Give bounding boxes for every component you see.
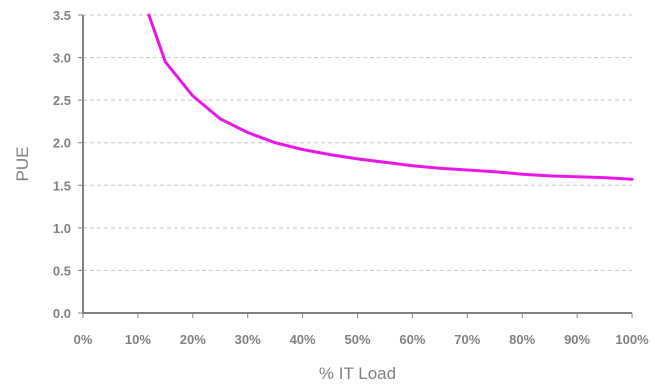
y-axis-title: PUE xyxy=(13,147,32,182)
x-tick-label: 50% xyxy=(344,332,370,347)
x-tick-label: 10% xyxy=(125,332,151,347)
x-tick-label: 0% xyxy=(74,332,93,347)
grid-lines xyxy=(83,14,632,271)
x-tick-label: 70% xyxy=(454,332,480,347)
x-tick-label: 90% xyxy=(564,332,590,347)
y-tick-label: 1.5 xyxy=(53,178,71,193)
y-tick-label: 3.0 xyxy=(53,51,71,66)
x-tick-label: 100% xyxy=(615,332,649,347)
y-tick-label: 0.0 xyxy=(53,306,71,321)
y-tick-label: 0.5 xyxy=(53,263,71,278)
x-tick-label: 20% xyxy=(180,332,206,347)
tick-labels: 0.0 0.5 1.0 1.5 2.0 2.5 3.0 3.5 0% 10% 20% 30% 40% 50… xyxy=(53,8,649,347)
x-tick-label: 60% xyxy=(399,332,425,347)
series-line xyxy=(147,13,634,181)
x-tick-label: 30% xyxy=(235,332,261,347)
y-tick-label: 1.0 xyxy=(53,221,71,236)
y-tick-label: 3.5 xyxy=(53,8,71,23)
series-layer xyxy=(147,13,634,181)
y-tick-label: 2.5 xyxy=(53,93,71,108)
x-axis-title: % IT Load xyxy=(319,364,396,383)
x-tick-label: 40% xyxy=(290,332,316,347)
x-tick-label: 80% xyxy=(509,332,535,347)
y-tick-label: 2.0 xyxy=(53,136,71,151)
axes xyxy=(78,14,633,318)
